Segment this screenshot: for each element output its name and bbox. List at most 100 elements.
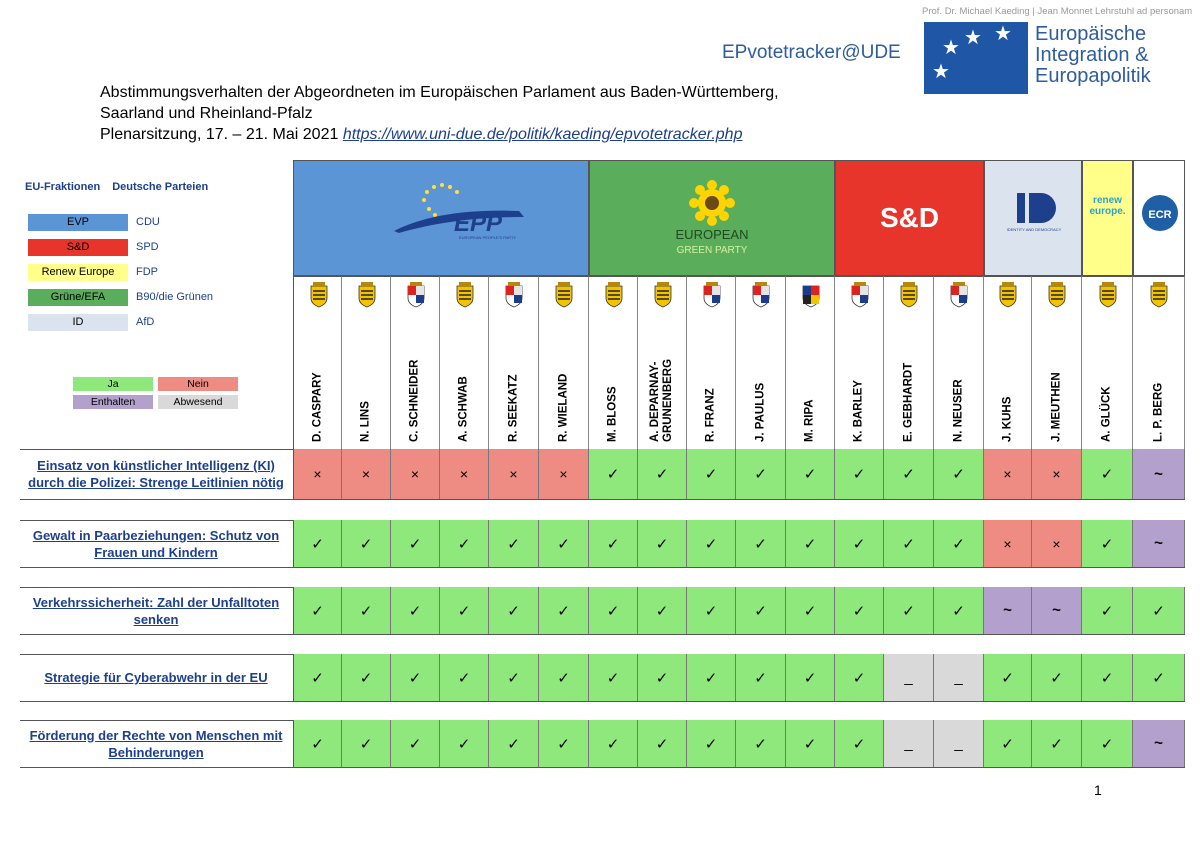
- legend-group-2: Renew Europe: [28, 264, 128, 281]
- state-crest-icon: [1048, 282, 1066, 308]
- state-crest-icon: [851, 282, 868, 308]
- legend-enthalten: Enthalten: [73, 395, 153, 409]
- member-name: D. CASPARY: [311, 372, 323, 442]
- svg-text:EPP: EPP: [454, 210, 503, 237]
- vote-topic-link[interactable]: Einsatz von künstlicher Intelligenz (KI)…: [20, 449, 292, 499]
- vote-topic-text: Einsatz von künstlicher Intelligenz (KI)…: [28, 458, 284, 490]
- vote-cell: ✓: [835, 520, 884, 567]
- row-divider: [20, 567, 1185, 568]
- member-column-2: C. SCHNEIDER: [391, 276, 440, 449]
- row-divider: [20, 499, 1185, 500]
- state-crest-icon: [999, 282, 1017, 308]
- member-column-16: A. GLÜCK: [1082, 276, 1133, 449]
- state-crest-icon: [900, 282, 918, 308]
- legend-nein: Nein: [158, 377, 238, 391]
- vote-topic-link[interactable]: Gewalt in Paarbeziehungen: Schutz von Fr…: [20, 520, 292, 567]
- member-column-5: R. WIELAND: [539, 276, 589, 449]
- member-name: M. BLOSS: [606, 386, 619, 442]
- member-name: C. SCHNEIDER: [408, 359, 421, 442]
- vote-cell: ✓: [391, 654, 440, 701]
- vote-cell: ✓: [1032, 654, 1082, 701]
- source-link[interactable]: https://www.uni-due.de/politik/kaeding/e…: [342, 126, 743, 143]
- legend-party-0: CDU: [136, 216, 160, 228]
- vote-cell: ✓: [1082, 587, 1133, 634]
- vote-cell: ✓: [293, 520, 342, 567]
- member-name: N. LINS: [359, 401, 372, 442]
- legend-ja: Ja: [73, 377, 153, 391]
- state-crest-icon: [605, 282, 622, 308]
- vote-cell: ✓: [835, 587, 884, 634]
- legend-heading: EU-Fraktionen Deutsche Parteien: [25, 181, 209, 193]
- vote-cell: ×: [342, 449, 391, 499]
- member-column-9: J. PAULUS: [736, 276, 786, 449]
- vote-cell: ~: [1032, 587, 1082, 634]
- vote-cell: ✓: [786, 587, 835, 634]
- member-column-12: E. GEBHARDT: [884, 276, 934, 449]
- vote-cell: ✓: [934, 520, 984, 567]
- member-name: E. GEBHARDT: [902, 362, 914, 442]
- vote-cell: ✓: [1082, 520, 1133, 567]
- epp-logo: EPP EUROPEAN PEOPLE'S PARTY: [394, 183, 524, 240]
- member-column-8: R. FRANZ: [687, 276, 736, 449]
- vote-cell: ✓: [539, 520, 589, 567]
- vote-cell: ✓: [884, 587, 934, 634]
- vote-cell: ✓: [1032, 720, 1082, 767]
- member-column-11: K. BARLEY: [835, 276, 884, 449]
- vote-cell: ✓: [1082, 449, 1133, 499]
- row-divider: [20, 701, 1185, 702]
- faction-sd: S&D: [835, 160, 984, 276]
- vote-cell: ✓: [589, 587, 638, 634]
- vote-cell: _: [884, 720, 934, 767]
- vote-cell: ✓: [835, 720, 884, 767]
- page-number: 1: [1094, 782, 1102, 798]
- vote-cell: ✓: [440, 720, 489, 767]
- vote-cell: ✓: [736, 720, 786, 767]
- vote-cell: ×: [984, 449, 1032, 499]
- faction-greens: EUROPEAN GREEN PARTY: [589, 160, 835, 276]
- vote-topic-link[interactable]: Förderung der Rechte von Menschen mit Be…: [20, 720, 292, 767]
- vote-cell: ✓: [293, 654, 342, 701]
- vote-cell: ✓: [786, 449, 835, 499]
- id-logo: IDENTITY AND DEMOCRACY: [1007, 193, 1062, 232]
- vote-cell: ✓: [589, 720, 638, 767]
- vote-cell: ✓: [589, 520, 638, 567]
- member-name: N. NEUSER: [952, 379, 964, 442]
- member-name: R. WIELAND: [557, 373, 569, 442]
- legend-party-3: B90/die Grünen: [136, 291, 214, 303]
- vote-cell: ✓: [342, 654, 391, 701]
- member-column-10: M. RIPA: [786, 276, 835, 449]
- eu-stars-logo: ★ ★ ★ ★: [924, 22, 1028, 94]
- sunflower-logo: EUROPEAN GREEN PARTY: [676, 180, 749, 256]
- row-divider: [20, 767, 1185, 768]
- vote-cell: ✓: [440, 520, 489, 567]
- vote-cell: ✓: [342, 720, 391, 767]
- vote-topic-link[interactable]: Verkehrssicherheit: Zahl der Unfalltoten…: [20, 587, 292, 634]
- state-crest-icon: [752, 282, 770, 308]
- vote-cell: ✓: [391, 720, 440, 767]
- member-name: K. BARLEY: [852, 380, 865, 442]
- vote-cell: ✓: [1133, 587, 1185, 634]
- state-crest-icon: [505, 282, 523, 308]
- legend-group-0: EVP: [28, 214, 128, 231]
- state-crest-icon: [1099, 282, 1116, 308]
- vote-topic-text: Gewalt in Paarbeziehungen: Schutz von Fr…: [32, 527, 280, 560]
- vote-cell: ✓: [489, 520, 539, 567]
- vote-topic-link[interactable]: Strategie für Cyberabwehr in der EU: [20, 654, 292, 701]
- vote-cell: ✓: [984, 654, 1032, 701]
- chair-logo-text: Europäische Integration & Europapolitik: [1035, 23, 1151, 87]
- member-name: J. PAULUS: [754, 382, 766, 442]
- vote-topic-text: Förderung der Rechte von Menschen mit Be…: [29, 727, 283, 760]
- svg-text:EUROPEAN: EUROPEAN: [676, 227, 749, 242]
- renew-logo: renew europe.: [1089, 195, 1126, 217]
- legend-party-2: FDP: [136, 266, 158, 278]
- vote-cell: ✓: [1133, 654, 1185, 701]
- faction-epp: EPP EUROPEAN PEOPLE'S PARTY: [293, 160, 589, 276]
- vote-cell: ✓: [934, 587, 984, 634]
- vote-cell: ×: [1032, 449, 1082, 499]
- vote-cell: ✓: [638, 587, 687, 634]
- vote-cell: ×: [539, 449, 589, 499]
- state-crest-icon: [310, 282, 327, 308]
- faction-id: IDENTITY AND DEMOCRACY: [984, 160, 1082, 276]
- legend-group-3: Grüne/EFA: [28, 289, 128, 306]
- svg-text:IDENTITY AND DEMOCRACY: IDENTITY AND DEMOCRACY: [1007, 227, 1062, 232]
